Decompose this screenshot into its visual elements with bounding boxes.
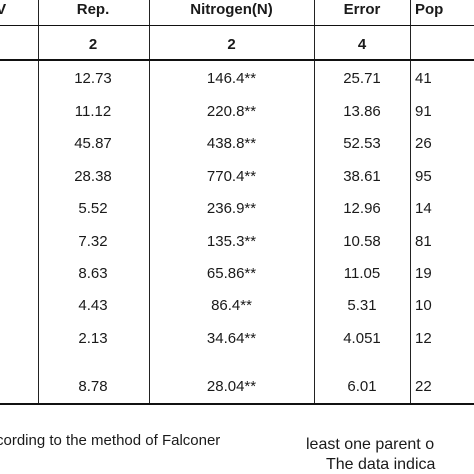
cell-pop: 95 xyxy=(415,168,432,185)
cell-error: 12.96 xyxy=(343,200,381,217)
header-error: Error xyxy=(343,1,381,18)
cell-rep: 4.43 xyxy=(78,297,108,314)
cell-pop: 81 xyxy=(415,233,432,250)
cell-error: 4.051 xyxy=(343,330,381,347)
cell-rep: 8.78 xyxy=(78,378,108,395)
cell-pop: 10 xyxy=(415,297,432,314)
cell-rep: 5.52 xyxy=(78,200,108,217)
cell-pop: 14 xyxy=(415,200,432,217)
cell-rep: 8.63 xyxy=(78,265,108,282)
cell-pop: 12 xyxy=(415,330,432,347)
table-rule xyxy=(0,25,474,26)
cell-error: 11.05 xyxy=(343,265,381,282)
cell-nitrogen: 34.64** xyxy=(206,330,257,347)
cell-pop: 91 xyxy=(415,103,432,120)
cell-rep: 12.73 xyxy=(74,70,112,87)
cell-nitrogen: 236.9** xyxy=(206,200,257,217)
cell-error: 13.86 xyxy=(343,103,381,120)
column-divider xyxy=(149,0,150,405)
cell-pop: 41 xyxy=(415,70,432,87)
df-error: 4 xyxy=(357,36,367,53)
cell-error: 52.53 xyxy=(343,135,381,152)
header-nitrogen: Nitrogen(N) xyxy=(190,1,273,18)
column-divider xyxy=(410,0,411,405)
df-nitrogen: 2 xyxy=(227,36,236,53)
cell-nitrogen: 146.4** xyxy=(206,70,257,87)
cell-nitrogen: 135.3** xyxy=(206,233,257,250)
cell-rep: 45.87 xyxy=(74,135,112,152)
paragraph-text: least one parent o xyxy=(306,436,435,453)
cell-error: 38.61 xyxy=(343,168,381,185)
cell-rep: 2.13 xyxy=(78,330,108,347)
column-divider xyxy=(314,0,315,405)
cell-error: 6.01 xyxy=(347,378,377,395)
cell-nitrogen: 65.86** xyxy=(206,265,257,282)
header-pop: Pop xyxy=(415,1,444,18)
paragraph-text: The data indica xyxy=(326,456,436,473)
footnote-text: cording to the method of Falconer xyxy=(0,432,221,449)
cell-pop: 19 xyxy=(415,265,432,282)
header-rep: Rep. xyxy=(76,1,110,18)
cell-nitrogen: 86.4** xyxy=(211,297,252,314)
cell-error: 10.58 xyxy=(343,233,381,250)
table-rule xyxy=(0,403,474,405)
header-source-of-variation: .V xyxy=(0,1,7,18)
cell-pop: 26 xyxy=(415,135,432,152)
cell-nitrogen: 220.8** xyxy=(206,103,257,120)
cell-nitrogen: 438.8** xyxy=(206,135,257,152)
table-rule xyxy=(0,59,474,61)
cell-error: 25.71 xyxy=(343,70,381,87)
cell-nitrogen: 770.4** xyxy=(206,168,257,185)
column-divider xyxy=(38,0,39,405)
cell-error: 5.31 xyxy=(347,297,377,314)
cell-rep: 28.38 xyxy=(74,168,112,185)
cell-rep: 11.12 xyxy=(74,103,112,120)
cell-pop: 22 xyxy=(415,378,432,395)
cell-nitrogen: 28.04** xyxy=(206,378,257,395)
df-rep: 2 xyxy=(88,36,98,53)
cell-rep: 7.32 xyxy=(78,233,108,250)
